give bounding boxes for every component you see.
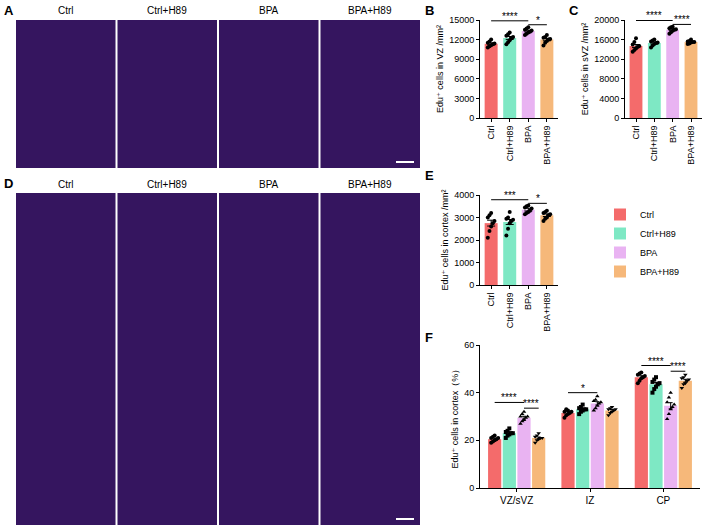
svg-text:Ctrl+H89: Ctrl+H89 xyxy=(505,126,515,162)
svg-text:Ctrl: Ctrl xyxy=(640,210,654,220)
svg-text:*: * xyxy=(536,15,540,26)
svg-text:B: B xyxy=(425,3,434,18)
svg-text:BPA+H89: BPA+H89 xyxy=(542,293,552,332)
svg-text:BPA+H89: BPA+H89 xyxy=(686,126,696,165)
svg-text:6000: 6000 xyxy=(454,74,474,84)
svg-text:IZ: IZ xyxy=(586,495,595,506)
svg-text:Edu⁺ cells in cortex /mm²: Edu⁺ cells in cortex /mm² xyxy=(440,190,450,291)
svg-text:A: A xyxy=(4,3,14,18)
svg-text:Ctrl: Ctrl xyxy=(631,126,641,140)
svg-text:Edu⁺ cells in sVZ /mm²: Edu⁺ cells in sVZ /mm² xyxy=(580,23,590,115)
svg-text:60: 60 xyxy=(464,340,474,350)
svg-text:*: * xyxy=(536,193,540,204)
svg-text:***: *** xyxy=(504,190,516,201)
svg-text:****: **** xyxy=(674,14,690,25)
svg-text:BPA: BPA xyxy=(259,5,279,16)
svg-text:*: * xyxy=(581,383,585,394)
svg-text:8000: 8000 xyxy=(599,74,619,84)
svg-text:0: 0 xyxy=(469,113,474,123)
svg-text:****: **** xyxy=(523,398,539,409)
svg-text:20000: 20000 xyxy=(594,15,619,25)
svg-text:BPA+H89: BPA+H89 xyxy=(348,179,392,190)
svg-text:3000: 3000 xyxy=(454,213,474,223)
svg-text:Ctrl+H89: Ctrl+H89 xyxy=(147,5,187,16)
svg-text:CP: CP xyxy=(656,495,670,506)
svg-text:Ctrl+H89: Ctrl+H89 xyxy=(147,179,187,190)
svg-text:****: **** xyxy=(670,361,686,372)
svg-text:0: 0 xyxy=(469,280,474,290)
svg-text:D: D xyxy=(4,176,13,191)
svg-text:Ctrl+H89: Ctrl+H89 xyxy=(640,229,676,239)
svg-text:3000: 3000 xyxy=(454,94,474,104)
svg-text:Ctrl: Ctrl xyxy=(486,293,496,307)
svg-text:Ctrl: Ctrl xyxy=(58,5,74,16)
svg-text:Ctrl: Ctrl xyxy=(58,179,74,190)
svg-text:Ctrl+H89: Ctrl+H89 xyxy=(649,126,659,162)
svg-text:0: 0 xyxy=(469,483,474,493)
svg-text:****: **** xyxy=(646,10,662,21)
svg-text:BPA+H89: BPA+H89 xyxy=(348,5,392,16)
svg-text:Edu⁺ cells in VZ /mm²: Edu⁺ cells in VZ /mm² xyxy=(435,25,445,113)
svg-text:BPA: BPA xyxy=(640,248,657,258)
svg-text:1000: 1000 xyxy=(454,258,474,268)
svg-text:BPA: BPA xyxy=(668,126,678,143)
svg-text:2000: 2000 xyxy=(454,235,474,245)
svg-text:BPA: BPA xyxy=(523,126,533,143)
svg-text:E: E xyxy=(425,168,434,183)
svg-text:F: F xyxy=(425,330,433,345)
svg-text:9000: 9000 xyxy=(454,54,474,64)
svg-text:15000: 15000 xyxy=(449,15,474,25)
svg-text:Ctrl+H89: Ctrl+H89 xyxy=(505,293,515,329)
svg-text:****: **** xyxy=(501,392,517,403)
svg-text:VZ/sVZ: VZ/sVZ xyxy=(500,495,533,506)
svg-text:12000: 12000 xyxy=(449,35,474,45)
svg-text:C: C xyxy=(569,3,579,18)
svg-text:40: 40 xyxy=(464,388,474,398)
svg-text:4000: 4000 xyxy=(454,190,474,200)
svg-text:0: 0 xyxy=(614,113,619,123)
svg-text:BPA: BPA xyxy=(259,179,279,190)
svg-text:16000: 16000 xyxy=(594,35,619,45)
svg-text:****: **** xyxy=(502,11,518,22)
svg-text:20: 20 xyxy=(464,435,474,445)
svg-text:BPA: BPA xyxy=(523,293,533,310)
svg-text:Ctrl: Ctrl xyxy=(486,126,496,140)
svg-text:BPA+H89: BPA+H89 xyxy=(542,126,552,165)
svg-text:12000: 12000 xyxy=(594,54,619,64)
svg-text:****: **** xyxy=(648,356,664,367)
svg-text:4000: 4000 xyxy=(599,94,619,104)
svg-text:BPA+H89: BPA+H89 xyxy=(640,267,679,277)
svg-text:Edu⁺ cells in cortex（%）: Edu⁺ cells in cortex（%） xyxy=(450,365,460,469)
